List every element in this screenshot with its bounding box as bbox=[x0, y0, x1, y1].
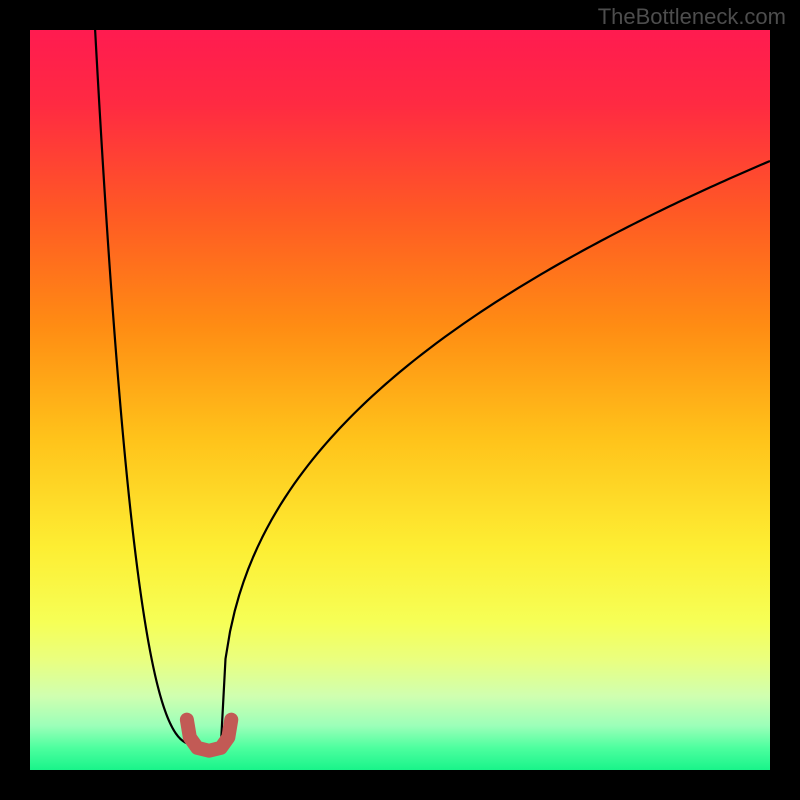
chart-container: TheBottleneck.com bbox=[0, 0, 800, 800]
watermark-text: TheBottleneck.com bbox=[598, 4, 786, 30]
bottleneck-chart bbox=[0, 0, 800, 800]
